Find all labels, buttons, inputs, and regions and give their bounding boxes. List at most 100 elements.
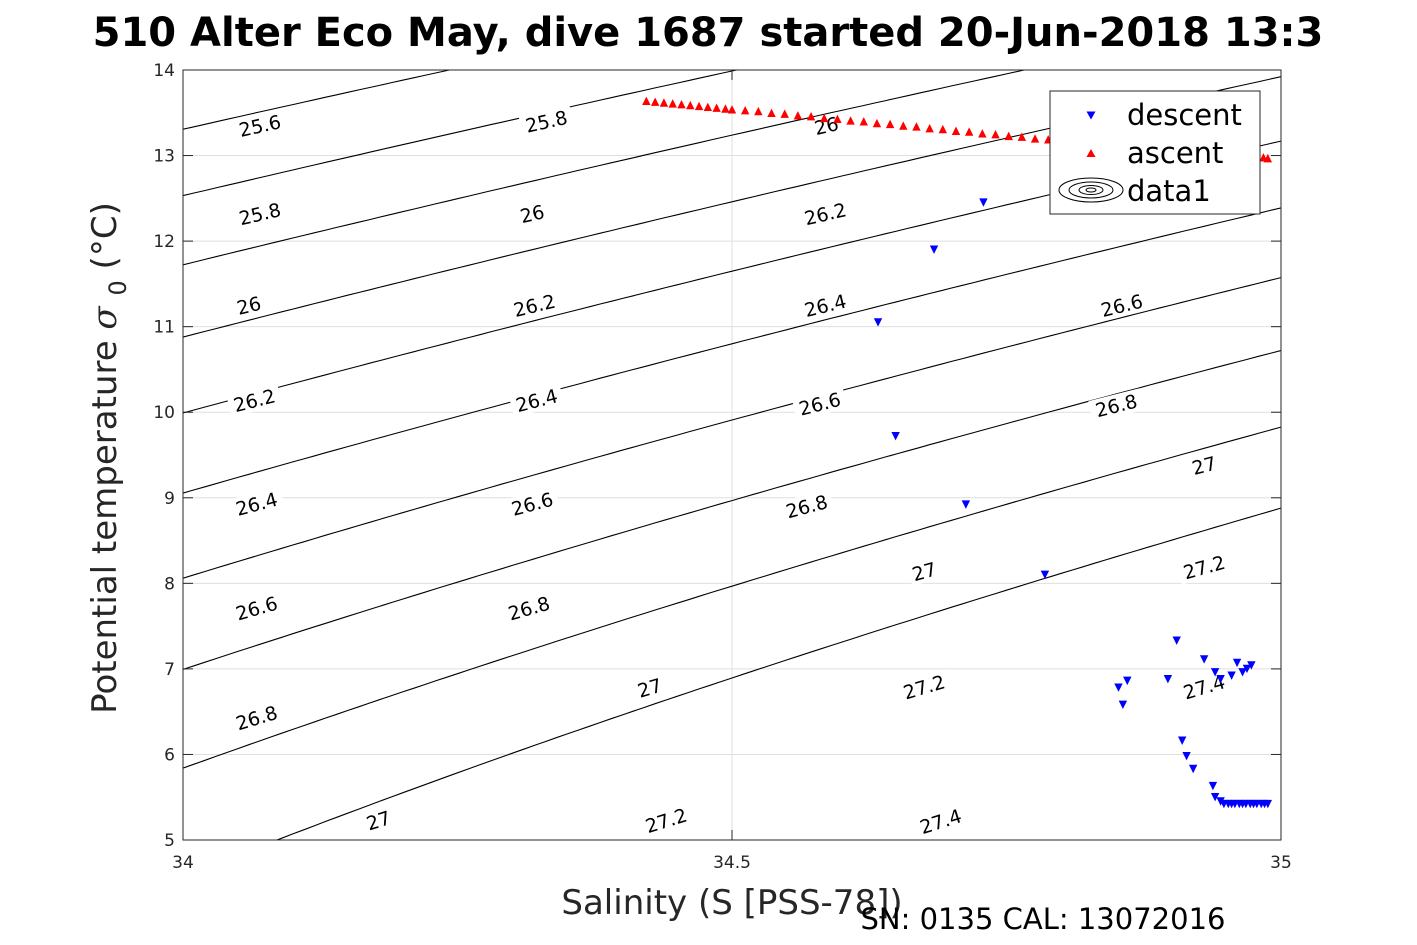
ascent-point (978, 129, 987, 138)
ascent-point (938, 124, 948, 134)
ascent-point (659, 98, 669, 107)
y-tick-label: 13 (153, 147, 175, 167)
contour-line-27-4 (275, 507, 1281, 840)
ascent-point (793, 111, 803, 120)
ascent-point (754, 106, 763, 116)
ascent-point (694, 101, 704, 111)
x-tick-label: 34 (172, 853, 194, 873)
descent-point (961, 500, 971, 509)
descent-point (1208, 781, 1218, 791)
legend-ascent-label: ascent (1127, 136, 1223, 170)
y-tick-label: 11 (153, 318, 175, 338)
ascent-point (912, 122, 921, 131)
contour-label-gap (906, 556, 942, 587)
ascent-point (833, 114, 842, 123)
y-axis-label-text: Potential temperature (85, 340, 125, 713)
ascent-point (780, 109, 789, 118)
descent-point (873, 318, 883, 327)
contour-label-gap (518, 104, 575, 138)
contour-label-gap (360, 805, 397, 836)
ascent-point (721, 104, 730, 113)
x-tick-label: 35 (1270, 853, 1292, 873)
contour-label: 27 (632, 672, 668, 703)
contour-label-gap (797, 197, 854, 231)
descent-point (1216, 674, 1225, 684)
descent-point (1242, 664, 1252, 674)
descent-point (1210, 793, 1220, 802)
descent-point (1172, 636, 1181, 645)
descent-point (1182, 751, 1191, 761)
contour-label-gap (228, 699, 285, 736)
ascent-point (899, 121, 908, 130)
ascent-point (668, 99, 677, 108)
descent-point (929, 245, 939, 254)
descent-point (1177, 736, 1187, 745)
footer-serial: SN: 0135 CAL: 13072016 (861, 902, 1226, 936)
ascent-point (1004, 131, 1013, 141)
y-tick-label: 8 (164, 574, 175, 594)
contour-label-gap (778, 488, 835, 524)
y-tick-label: 6 (164, 745, 175, 765)
descent-point (1118, 700, 1128, 710)
ascent-point (806, 112, 816, 121)
y-axis-ticks: 5 6 7 8 9 10 11 12 13 14 (153, 61, 1281, 851)
ascent-point (1263, 153, 1273, 163)
descent-point (1232, 658, 1242, 668)
contour-line-26 (183, 70, 1027, 266)
contour-label-gap (232, 197, 288, 231)
ascent-point (712, 103, 721, 112)
x-axis-label: Salinity (S [PSS-78]) (561, 883, 902, 923)
ascent-point (703, 102, 713, 111)
density-contours (183, 70, 1281, 840)
contour-label-gap (232, 109, 288, 143)
contour-line-27-2 (183, 426, 1281, 769)
y-tick-label: 12 (153, 232, 175, 252)
descent-point (891, 431, 900, 441)
y-axis-label-unit: (°C) (85, 202, 125, 269)
y-axis-label-symbol: σ (85, 306, 125, 330)
legend-descent-label: descent (1127, 98, 1242, 132)
descent-markers (873, 198, 1273, 809)
legend-contour-icon (1058, 177, 1124, 203)
ascent-point (885, 119, 895, 129)
ascent-point (820, 113, 829, 123)
chart-title: 510 Alter Eco May, dive 1687 started 20-… (93, 10, 1324, 56)
descent-point (1238, 668, 1247, 677)
svg-text:Potential temperature σ: Potential temperature σ 0 (°C) (85, 202, 135, 714)
ascent-point (650, 97, 660, 106)
contour-label-gap (515, 199, 550, 228)
ascent-point (964, 127, 974, 136)
contour-label-gap (912, 802, 969, 840)
ascent-point (951, 126, 961, 135)
ascent-point (642, 96, 651, 105)
descent-point (1163, 674, 1173, 684)
legend-descent-marker (1086, 111, 1096, 120)
descent-point (1227, 671, 1236, 680)
contour-label-gap (506, 288, 563, 323)
contour-label-gap (809, 111, 844, 140)
contour-label-gap (638, 802, 695, 839)
legend-ascent-marker (1086, 149, 1096, 157)
y-axis-label-subscript: 0 (104, 280, 132, 295)
ascent-point (991, 129, 1000, 139)
ascent-point (925, 123, 934, 133)
legend-item-data1: data1 (1058, 174, 1211, 208)
contour-label-gap (228, 590, 285, 626)
ascent-point (1030, 134, 1040, 143)
descent-point (1199, 655, 1209, 664)
contour-label-text: 26 (518, 201, 547, 228)
descent-point (1188, 764, 1198, 774)
ascent-point (1017, 132, 1027, 141)
legend-item-descent: descent (1086, 98, 1242, 132)
descent-point (1247, 661, 1256, 670)
y-tick-label: 5 (164, 831, 175, 851)
contour-label-gap (226, 383, 283, 418)
contour-line-26-6 (183, 207, 1281, 494)
descent-point (1123, 676, 1132, 686)
contour-label-gap (500, 590, 557, 626)
x-axis-ticks: 34 34.5 35 (172, 70, 1292, 873)
legend-item-ascent: ascent (1086, 136, 1223, 170)
contour-label-gap (1176, 549, 1233, 585)
y-tick-label: 14 (153, 61, 175, 81)
